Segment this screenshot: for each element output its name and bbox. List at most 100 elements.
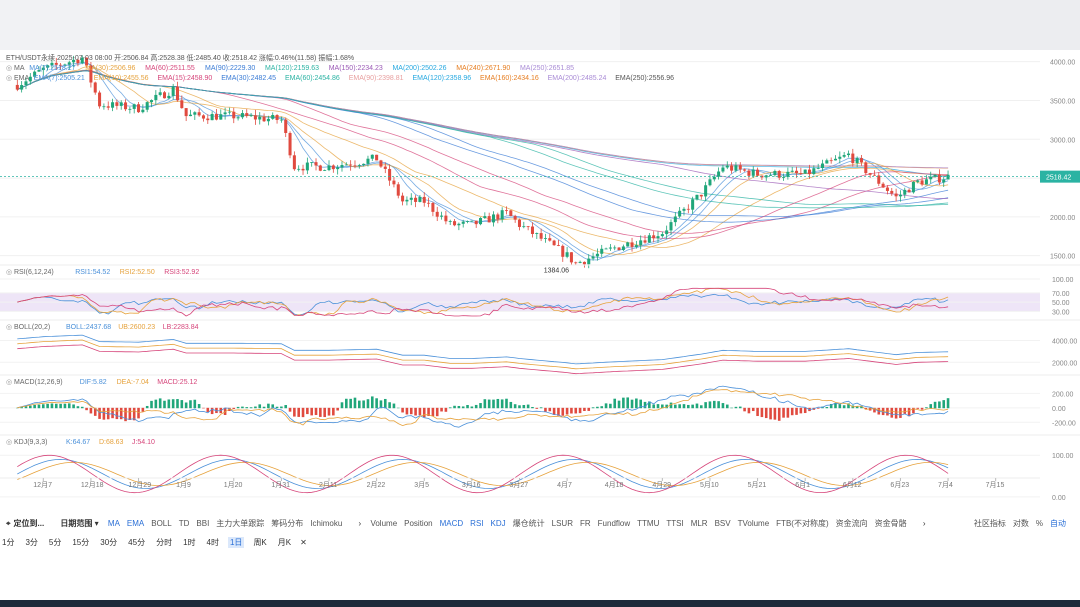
macd-histogram-bar	[513, 404, 517, 409]
indicator-toggle[interactable]: FR	[579, 519, 591, 528]
candle-body	[292, 155, 296, 170]
macd-histogram-bar	[379, 400, 383, 409]
more-indicators-right[interactable]: ›	[922, 519, 926, 528]
indicator-toggle[interactable]: MLR	[690, 519, 708, 528]
chart-tool-button[interactable]: %	[1035, 519, 1043, 528]
indicator-toggle[interactable]: BSV	[714, 519, 731, 528]
indicator-toggle[interactable]: TVolume	[737, 519, 770, 528]
indicator-toggle[interactable]: 筹码分布	[271, 519, 304, 528]
indicator-value: RSI3:52.92	[164, 269, 199, 276]
macd-histogram-bar	[834, 403, 837, 409]
indicator-toggle[interactable]: 爆仓统计	[512, 519, 545, 528]
indicator-toggle[interactable]: FTB(不对称度)	[776, 519, 829, 528]
timeframe-3[interactable]: 15分	[72, 538, 90, 547]
indicator-toggle[interactable]: Volume	[370, 519, 398, 528]
macd-histogram-bar	[539, 407, 543, 409]
macd-histogram-bar	[674, 404, 677, 409]
indicator-toggle[interactable]: MA	[107, 519, 120, 528]
indicator-toggle[interactable]: LSUR	[551, 519, 573, 528]
macd-histogram-bar	[691, 404, 694, 409]
chart-canvas[interactable]: 4000.003500.003000.002500.002000.001500.…	[0, 50, 1080, 600]
chart-tool-button[interactable]: 对数	[1012, 519, 1029, 528]
indicator-toggle[interactable]: TTMU	[637, 519, 660, 528]
rsi-line	[17, 287, 949, 316]
indicator-toggle[interactable]: EMA	[126, 519, 145, 528]
indicator-toggle[interactable]: RSI	[470, 519, 484, 528]
timeframe-7[interactable]: 1时	[183, 538, 196, 547]
macd-axis-label: 0.00	[1052, 406, 1066, 413]
locate-label: 定位到...	[13, 519, 45, 528]
macd-line	[17, 389, 949, 427]
timeframe-toolbar: 1分 3分 5分 15分 30分 45分 分时 1时 4时 1日 周K 月K ✕	[0, 537, 1080, 555]
candle-body	[924, 179, 928, 185]
indicator-toggle[interactable]: 资金骨骼	[874, 519, 907, 528]
candle-body	[401, 195, 405, 202]
indicator-toggle[interactable]: TTSI	[666, 519, 684, 528]
timeframe-5[interactable]: 45分	[128, 538, 146, 547]
timeframe-10[interactable]: 周K	[253, 538, 267, 547]
candle-body	[846, 153, 850, 156]
ma-line	[17, 70, 949, 223]
current-price-tag-text: 2518.42	[1046, 175, 1071, 182]
indicator-toggle[interactable]: BBI	[196, 519, 210, 528]
candle-body	[461, 221, 465, 224]
indicator-toggle[interactable]: TD	[178, 519, 190, 528]
macd-histogram-bar	[782, 407, 785, 418]
indicator-value: MA(30):2506.96	[85, 65, 135, 72]
indicator-toggle[interactable]: Fundflow	[597, 519, 631, 528]
indicator-toggle[interactable]: MACD	[439, 519, 464, 528]
timeframe-4[interactable]: 30分	[100, 538, 118, 547]
timeframe-8[interactable]: 4时	[206, 538, 219, 547]
timeframe-2[interactable]: 5分	[48, 538, 62, 547]
indicator-toggle[interactable]: Position	[404, 519, 433, 528]
candle-body	[366, 158, 370, 164]
candle-body	[855, 158, 859, 164]
candle-body	[838, 156, 842, 159]
candle-body	[656, 236, 660, 239]
indicator-toggle[interactable]: 主力大单跟踪	[216, 519, 265, 528]
timeframe-6[interactable]: 分时	[156, 538, 173, 547]
chart-tool-button[interactable]: 自动	[1050, 519, 1066, 528]
candle-body	[89, 65, 93, 83]
macd-histogram-bar	[327, 407, 331, 416]
macd-histogram-bar	[202, 407, 205, 409]
indicator-toggle[interactable]: BOLL	[151, 519, 172, 528]
timeframe-0[interactable]: 1分	[2, 538, 15, 547]
macd-histogram-bar	[275, 406, 279, 409]
macd-histogram-bar	[483, 399, 487, 409]
timeframe-1[interactable]: 3分	[25, 538, 38, 547]
indicator-toggle[interactable]: Ichimoku	[310, 519, 343, 528]
candle-body	[171, 86, 175, 96]
chart-tool-button[interactable]: 社区指标	[973, 519, 1006, 528]
macd-histogram-bar	[93, 407, 97, 416]
macd-histogram-bar	[431, 407, 435, 417]
ma-legend: ◎ MA MA(7):2518.27 MA(30):2506.96 MA(60):251…	[6, 65, 574, 72]
macd-histogram-bar	[184, 402, 188, 409]
candle-body	[756, 169, 760, 176]
macd-histogram-bar	[288, 407, 292, 412]
chart-area[interactable]: 4000.003500.003000.002500.002000.001500.…	[0, 50, 1080, 600]
indicator-toggle[interactable]: KDJ	[490, 519, 506, 528]
close-icon[interactable]: ✕	[300, 538, 307, 547]
candle-body	[227, 111, 231, 113]
timeframe-11[interactable]: 月K	[277, 538, 292, 547]
kdj-axis-label: 100.00	[1052, 453, 1074, 460]
candle-body	[444, 215, 448, 222]
candle-body	[383, 166, 387, 169]
macd-histogram-bar	[587, 407, 591, 411]
candle-body	[240, 113, 244, 118]
macd-histogram-bar	[505, 398, 508, 409]
candle-body	[232, 111, 236, 119]
indicator-toggle[interactable]: 资金流向	[835, 519, 868, 528]
price-axis-label: 1500.00	[1050, 254, 1075, 261]
candle-body	[93, 82, 97, 93]
macd-histogram-bar	[773, 407, 777, 420]
macd-histogram-bar	[656, 404, 660, 409]
more-indicators-left[interactable]: ›	[358, 519, 362, 528]
indicator-value: EMA(160):2434.16	[480, 75, 539, 82]
locate-button[interactable]: ⌖ 定位到...	[6, 518, 51, 529]
indicator-settings-icon: ◎	[6, 379, 12, 386]
timeframe-9[interactable]: 1日	[227, 537, 245, 548]
macd-axis-label: -200.00	[1052, 420, 1076, 427]
date-range-button[interactable]: 日期范围 ▾	[60, 519, 99, 528]
